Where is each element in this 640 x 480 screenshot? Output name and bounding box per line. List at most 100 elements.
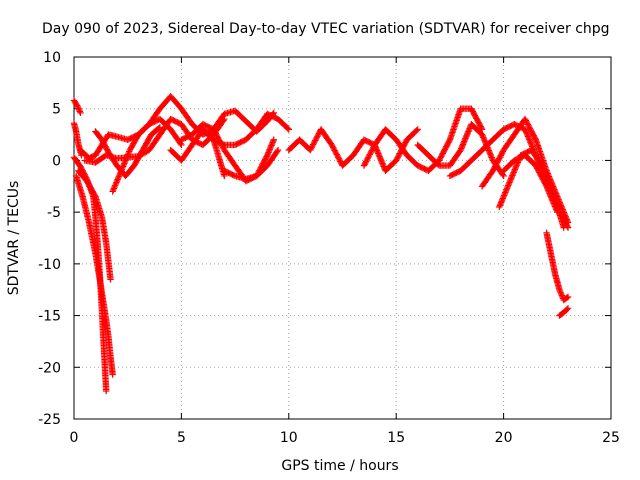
data-point bbox=[274, 146, 282, 154]
data-point bbox=[439, 150, 446, 157]
data-point bbox=[539, 174, 546, 182]
y-tick-label: -5 bbox=[47, 205, 61, 221]
data-point bbox=[74, 102, 81, 109]
data-point bbox=[394, 154, 401, 161]
data-point bbox=[367, 148, 375, 156]
data-point bbox=[120, 161, 127, 169]
data-point bbox=[259, 160, 267, 167]
data-point bbox=[444, 140, 451, 148]
data-point bbox=[445, 139, 452, 146]
data-point bbox=[124, 151, 132, 158]
data-point bbox=[370, 144, 377, 151]
data-point bbox=[441, 146, 449, 153]
data-point bbox=[76, 108, 83, 115]
y-tick-label: 10 bbox=[43, 50, 61, 66]
data-point bbox=[474, 117, 482, 125]
data-point bbox=[525, 122, 532, 130]
data-point bbox=[495, 156, 502, 163]
data-point bbox=[533, 163, 540, 171]
data-point bbox=[75, 106, 83, 114]
series-arc-u bbox=[543, 229, 572, 304]
data-point bbox=[498, 151, 505, 158]
data-point bbox=[564, 219, 572, 226]
data-point bbox=[335, 154, 342, 161]
y-tick-label: -15 bbox=[38, 309, 61, 325]
data-point bbox=[362, 158, 370, 165]
data-point bbox=[361, 161, 368, 168]
data-point bbox=[443, 142, 451, 149]
data-point bbox=[328, 141, 335, 149]
data-point bbox=[214, 133, 221, 140]
data-point bbox=[259, 161, 266, 169]
data-point bbox=[468, 105, 475, 112]
data-point bbox=[74, 103, 82, 111]
data-point bbox=[529, 129, 536, 137]
data-point bbox=[489, 167, 497, 174]
data-point bbox=[116, 172, 123, 179]
data-point bbox=[528, 128, 535, 135]
data-point bbox=[536, 169, 543, 176]
data-point bbox=[471, 112, 479, 119]
data-point bbox=[529, 131, 537, 138]
data-point bbox=[111, 183, 118, 191]
data-point bbox=[110, 185, 118, 192]
data-point bbox=[396, 150, 403, 157]
data-point bbox=[393, 157, 400, 164]
data-point bbox=[472, 113, 479, 121]
data-point bbox=[335, 155, 343, 162]
data-point bbox=[365, 154, 372, 161]
data-point bbox=[521, 115, 529, 123]
data-point bbox=[329, 144, 337, 151]
y-tick-labels: -25 -20 -15 -10 -5 0 5 10 bbox=[38, 50, 61, 428]
data-point bbox=[438, 151, 446, 159]
data-point bbox=[490, 166, 497, 173]
series-arc-e bbox=[75, 167, 114, 283]
data-point bbox=[210, 126, 217, 133]
data-point bbox=[534, 165, 541, 172]
x-tick-label: 15 bbox=[387, 430, 405, 446]
data-point bbox=[564, 305, 572, 312]
data-point bbox=[221, 115, 228, 123]
data-point bbox=[369, 145, 376, 153]
data-point bbox=[532, 162, 540, 169]
data-point bbox=[477, 123, 484, 130]
data-point bbox=[219, 141, 227, 148]
data-point bbox=[538, 173, 545, 180]
data-point bbox=[113, 179, 120, 186]
data-point bbox=[110, 186, 117, 194]
data-point bbox=[115, 173, 123, 180]
data-point bbox=[211, 127, 218, 134]
data-point bbox=[556, 287, 564, 295]
x-axis-label: GPS time / hours bbox=[281, 458, 398, 474]
y-tick-label: 5 bbox=[52, 102, 61, 118]
data-point bbox=[542, 181, 550, 189]
data-point bbox=[536, 170, 544, 178]
data-point bbox=[413, 127, 420, 134]
data-point bbox=[563, 306, 571, 313]
data-point bbox=[121, 160, 128, 167]
data-point bbox=[284, 125, 291, 132]
data-point bbox=[393, 155, 401, 163]
data-point bbox=[522, 117, 529, 124]
data-point bbox=[73, 101, 80, 108]
y-tick-label: -10 bbox=[38, 257, 61, 273]
data-point bbox=[312, 135, 320, 143]
data-point bbox=[541, 180, 549, 187]
data-point bbox=[124, 152, 131, 160]
data-point bbox=[470, 109, 477, 117]
data-point bbox=[122, 155, 130, 163]
data-point bbox=[534, 166, 542, 173]
series-arc-a bbox=[70, 97, 84, 117]
data-point bbox=[367, 149, 374, 157]
data-point bbox=[77, 163, 84, 170]
data-point bbox=[273, 148, 281, 155]
series-arc-i bbox=[109, 115, 185, 195]
data-point bbox=[556, 286, 563, 293]
data-point bbox=[414, 126, 421, 133]
data-point bbox=[125, 149, 132, 157]
data-point bbox=[114, 174, 122, 182]
data-point bbox=[103, 144, 110, 152]
data-point bbox=[471, 111, 478, 118]
y-tick-label: -20 bbox=[38, 360, 61, 376]
